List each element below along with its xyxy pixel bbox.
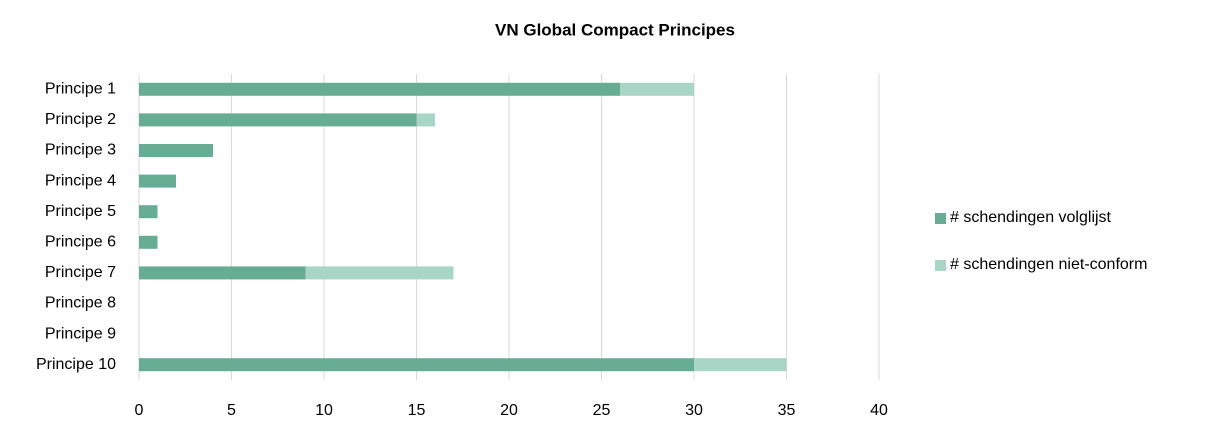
x-tick-label: 10: [315, 402, 333, 419]
bar-segment: [139, 144, 213, 157]
y-tick-label: Principe 2: [45, 111, 116, 128]
x-tick-label: 5: [227, 402, 236, 419]
x-tick-label: 20: [500, 402, 518, 419]
y-tick-label: Principe 5: [45, 203, 116, 220]
bar-segment: [139, 266, 306, 280]
x-tick-label: 0: [135, 402, 144, 419]
y-tick-label: Principe 1: [45, 81, 116, 98]
bar-segment: [305, 266, 454, 280]
y-tick-label: Principe 6: [45, 234, 116, 251]
legend-label: # schendingen niet-conform: [950, 256, 1147, 273]
bar-segment: [139, 205, 158, 219]
bar-segment: [139, 235, 158, 249]
legend-swatch: [935, 260, 946, 271]
bar-segment: [139, 113, 417, 127]
bars: [139, 82, 787, 372]
y-tick-label: Principe 7: [45, 264, 116, 281]
y-tick-label: Principe 9: [45, 325, 116, 342]
bar-segment: [139, 82, 620, 96]
bar-segment: [139, 174, 176, 188]
legend-label: # schendingen volglijst: [950, 209, 1112, 226]
y-tick-label: Principe 4: [45, 172, 116, 189]
y-tick-label: Principe 8: [45, 295, 116, 312]
legend-swatch: [935, 213, 946, 224]
y-tick-label: Principe 3: [45, 142, 116, 159]
y-tick-label: Principe 10: [36, 356, 116, 373]
x-tick-label: 15: [408, 402, 426, 419]
x-tick-label: 35: [778, 402, 796, 419]
labels: 0 5 10 15 20 25 30 35 40 Principe 1 Principe 2 Prin…: [36, 81, 1148, 420]
chart-title: VN Global Compact Principes: [495, 20, 735, 39]
bar-segment: [416, 113, 435, 127]
bar-segment: [139, 358, 694, 372]
x-tick-label: 30: [685, 402, 703, 419]
bar-segment: [620, 82, 694, 96]
bar-segment: [694, 358, 787, 372]
x-tick-label: 25: [593, 402, 611, 419]
x-tick-label: 40: [870, 402, 888, 419]
